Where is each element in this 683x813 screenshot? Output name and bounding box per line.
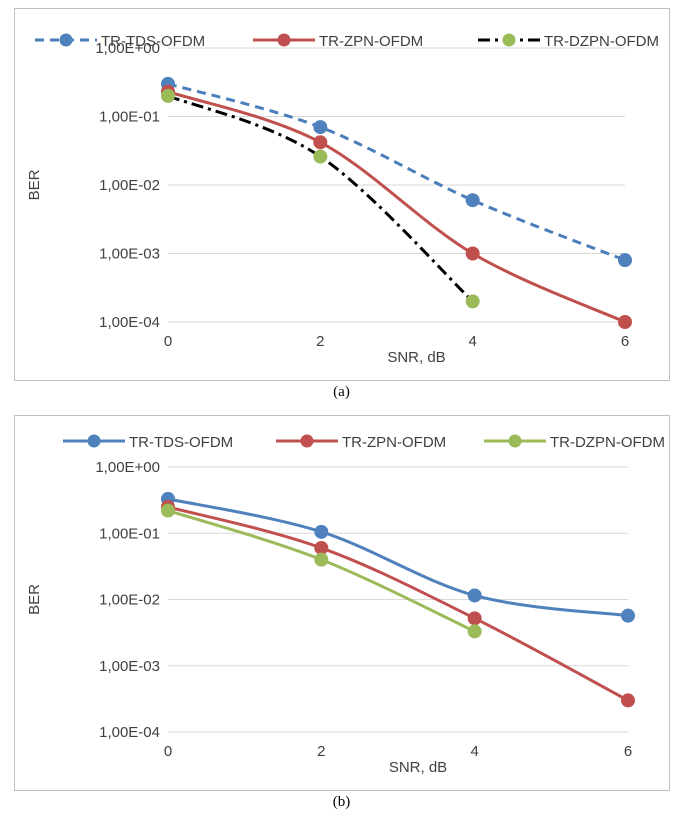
chart-a-legend-marker [277, 33, 291, 47]
chart-a-data-point [313, 120, 328, 135]
chart-a-data-point [618, 253, 632, 268]
chart-a-xtick-label: 2 [316, 333, 324, 350]
chart-b-ytick-label: 1,00E-04 [99, 724, 160, 741]
chart-a-legend-label: TR-TDS-OFDM [101, 33, 205, 50]
chart-b-ytick-label: 1,00E-01 [99, 525, 160, 542]
chart-a-ytick-label: 1,00E-03 [99, 246, 160, 263]
chart-b-legend-label: TR-ZPN-OFDM [342, 434, 446, 451]
chart-b: 1,00E+00 1,00E-01 1,00E-02 1,00E-03 1,00E-04… [14, 415, 670, 791]
chart-b-caption: (b) [332, 794, 351, 810]
chart-a-data-point [313, 149, 328, 164]
chart-a-data-point [313, 135, 328, 150]
chart-a-data-point [465, 246, 480, 261]
chart-a-xtick-label: 6 [621, 333, 629, 350]
chart-a-ytick-label: 1,00E+00 [95, 40, 160, 57]
chart-b-ytick-label: 1,00E-02 [99, 592, 160, 609]
chart-b-series-line [167, 497, 629, 618]
chart-a-x-axis-title: SNR, dB [387, 349, 445, 366]
chart-a-data-point [465, 193, 480, 208]
chart-b-xtick-label: 6 [624, 743, 632, 760]
chart-b-data-point [314, 540, 329, 555]
chart-a-caption: (a) [333, 384, 350, 400]
chart-b-legend-marker [87, 434, 101, 448]
chart-a-xtick-label: 4 [468, 333, 476, 350]
chart-a: 1,00E+00 1,00E-01 1,00E-02 1,00E-03 1,00E-04… [14, 8, 670, 381]
chart-b-svg: 1,00E+00 1,00E-01 1,00E-02 1,00E-03 1,00E-04… [26, 434, 665, 776]
chart-a-y-axis-title: BER [26, 169, 43, 200]
chart-b-legend-label: TR-DZPN-OFDM [550, 434, 665, 451]
chart-a-data-point [465, 294, 480, 309]
chart-b-x-axis-title: SNR, dB [389, 759, 447, 776]
chart-b-data-point [467, 624, 482, 639]
chart-b-xtick-label: 2 [317, 743, 325, 760]
chart-b-xtick-label: 4 [470, 743, 478, 760]
chart-a-data-point [161, 88, 175, 103]
chart-b-ytick-label: 1,00E+00 [95, 459, 160, 476]
chart-a-legend-label: TR-DZPN-OFDM [544, 33, 659, 50]
chart-a-ytick-label: 1,00E-02 [99, 177, 160, 194]
chart-a-ytick-label: 1,00E-01 [99, 109, 160, 126]
chart-a-series-line [167, 90, 626, 324]
chart-b-legend-marker [300, 434, 314, 448]
chart-a-data-point [618, 315, 632, 329]
chart-b-data-point [467, 588, 482, 603]
chart-b-ytick-label: 1,00E-03 [99, 658, 160, 675]
chart-a-legend-marker [502, 33, 516, 47]
chart-b-data-point [314, 524, 329, 539]
chart-a-ytick-label: 1,00E-04 [99, 314, 160, 331]
chart-b-data-point [467, 611, 482, 626]
chart-a-legend-marker [59, 33, 73, 47]
chart-a-xtick-label: 0 [164, 333, 172, 350]
chart-b-legend-label: TR-TDS-OFDM [129, 434, 233, 451]
chart-a-series-line [167, 82, 626, 262]
chart-b-series-line [167, 505, 629, 702]
chart-b-data-point [314, 552, 329, 567]
chart-a-series-line [167, 94, 474, 303]
chart-b-data-point [161, 503, 175, 518]
chart-b-data-point [621, 693, 635, 708]
chart-b-y-axis-title: BER [26, 584, 43, 615]
chart-a-svg: 1,00E+00 1,00E-01 1,00E-02 1,00E-03 1,00E-04… [26, 33, 659, 366]
chart-b-xtick-label: 0 [164, 743, 172, 760]
chart-b-legend-marker [508, 434, 522, 448]
chart-a-legend-label: TR-ZPN-OFDM [319, 33, 423, 50]
chart-b-data-point [621, 608, 635, 623]
